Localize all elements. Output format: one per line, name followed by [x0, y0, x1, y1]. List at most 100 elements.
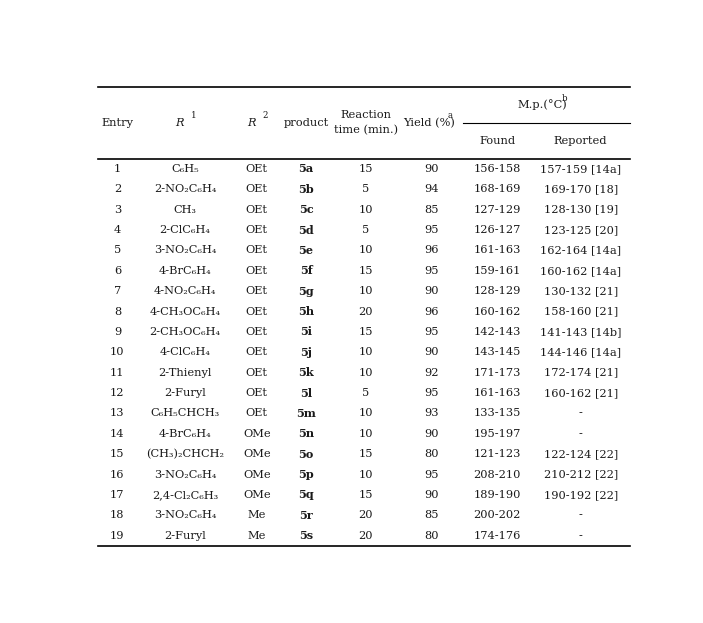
Text: Reaction: Reaction [340, 110, 392, 120]
Text: 90: 90 [424, 490, 439, 500]
Text: 5s: 5s [299, 530, 313, 541]
Text: 174-176: 174-176 [473, 531, 521, 541]
Text: 171-173: 171-173 [473, 368, 521, 378]
Text: 195-197: 195-197 [473, 429, 521, 439]
Text: 2-Furyl: 2-Furyl [165, 388, 206, 398]
Text: 15: 15 [359, 490, 373, 500]
Text: 19: 19 [110, 531, 124, 541]
Text: 5: 5 [362, 184, 370, 194]
Text: Entry: Entry [101, 118, 134, 128]
Text: 157-159 [14a]: 157-159 [14a] [540, 164, 621, 174]
Text: 96: 96 [424, 245, 439, 255]
Text: OEt: OEt [246, 164, 268, 174]
Text: 126-127: 126-127 [473, 225, 521, 235]
Text: b: b [562, 93, 567, 103]
Text: M.p.(°C): M.p.(°C) [517, 99, 567, 110]
Text: 16: 16 [110, 470, 124, 480]
Text: time (min.): time (min.) [334, 125, 398, 136]
Text: 2-NO₂C₆H₄: 2-NO₂C₆H₄ [154, 184, 217, 194]
Text: 143-145: 143-145 [473, 347, 521, 357]
Text: 161-163: 161-163 [473, 388, 521, 398]
Text: 5c: 5c [299, 204, 314, 215]
Text: OEt: OEt [246, 184, 268, 194]
Text: (CH₃)₂CHCH₂: (CH₃)₂CHCH₂ [146, 449, 224, 459]
Text: 5f: 5f [299, 265, 312, 276]
Text: 92: 92 [424, 368, 439, 378]
Text: 4-CH₃OC₆H₄: 4-CH₃OC₆H₄ [150, 307, 221, 316]
Text: 96: 96 [424, 307, 439, 316]
Text: 85: 85 [424, 510, 439, 520]
Text: 122-124 [22]: 122-124 [22] [543, 449, 618, 459]
Text: 128-129: 128-129 [473, 286, 521, 296]
Text: 133-135: 133-135 [473, 409, 521, 419]
Text: 208-210: 208-210 [473, 470, 521, 480]
Text: 5h: 5h [298, 306, 314, 317]
Text: OEt: OEt [246, 225, 268, 235]
Text: Me: Me [247, 531, 266, 541]
Text: 10: 10 [359, 470, 373, 480]
Text: OEt: OEt [246, 368, 268, 378]
Text: 4: 4 [114, 225, 121, 235]
Text: 3: 3 [114, 204, 121, 215]
Text: 10: 10 [359, 204, 373, 215]
Text: Found: Found [479, 136, 515, 146]
Text: 210-212 [22]: 210-212 [22] [543, 470, 618, 480]
Text: 5k: 5k [298, 367, 314, 378]
Text: 172-174 [21]: 172-174 [21] [543, 368, 618, 378]
Text: 95: 95 [424, 266, 439, 276]
Text: 2-ClC₆H₄: 2-ClC₆H₄ [160, 225, 210, 235]
Text: 160-162: 160-162 [473, 307, 521, 316]
Text: -: - [579, 531, 583, 541]
Text: 2-Thienyl: 2-Thienyl [158, 368, 212, 378]
Text: 4-NO₂C₆H₄: 4-NO₂C₆H₄ [154, 286, 217, 296]
Text: 5q: 5q [298, 490, 314, 500]
Text: 20: 20 [359, 531, 373, 541]
Text: 80: 80 [424, 449, 439, 459]
Text: 95: 95 [424, 327, 439, 337]
Text: 6: 6 [114, 266, 121, 276]
Text: 2: 2 [263, 110, 269, 120]
Text: 162-164 [14a]: 162-164 [14a] [540, 245, 621, 255]
Text: 200-202: 200-202 [473, 510, 521, 520]
Text: 95: 95 [424, 225, 439, 235]
Text: 13: 13 [110, 409, 124, 419]
Text: 2: 2 [114, 184, 121, 194]
Text: 5: 5 [362, 388, 370, 398]
Text: C₆H₅: C₆H₅ [171, 164, 199, 174]
Text: 10: 10 [359, 409, 373, 419]
Text: 5: 5 [114, 245, 121, 255]
Text: OEt: OEt [246, 388, 268, 398]
Text: 5b: 5b [298, 184, 314, 195]
Text: 5p: 5p [298, 469, 314, 480]
Text: CH₃: CH₃ [174, 204, 197, 215]
Text: 95: 95 [424, 388, 439, 398]
Text: Reported: Reported [554, 136, 607, 146]
Text: 2-CH₃OC₆H₄: 2-CH₃OC₆H₄ [150, 327, 221, 337]
Text: 20: 20 [359, 307, 373, 316]
Text: 90: 90 [424, 286, 439, 296]
Text: OEt: OEt [246, 204, 268, 215]
Text: 160-162 [21]: 160-162 [21] [543, 388, 618, 398]
Text: OEt: OEt [246, 347, 268, 357]
Text: 161-163: 161-163 [473, 245, 521, 255]
Text: -: - [579, 510, 583, 520]
Text: 5e: 5e [299, 245, 314, 256]
Text: 160-162 [14a]: 160-162 [14a] [540, 266, 621, 276]
Text: 9: 9 [114, 327, 121, 337]
Text: 168-169: 168-169 [473, 184, 521, 194]
Text: 5i: 5i [300, 326, 312, 338]
Text: 15: 15 [359, 266, 373, 276]
Text: OMe: OMe [243, 490, 271, 500]
Text: 142-143: 142-143 [473, 327, 521, 337]
Text: 5g: 5g [298, 286, 314, 297]
Text: OEt: OEt [246, 245, 268, 255]
Text: 144-146 [14a]: 144-146 [14a] [540, 347, 621, 357]
Text: 141-143 [14b]: 141-143 [14b] [540, 327, 621, 337]
Text: 5: 5 [362, 225, 370, 235]
Text: OEt: OEt [246, 266, 268, 276]
Text: 5l: 5l [300, 388, 312, 399]
Text: 4-ClC₆H₄: 4-ClC₆H₄ [160, 347, 210, 357]
Text: 5a: 5a [299, 163, 314, 174]
Text: 4-BrC₆H₄: 4-BrC₆H₄ [159, 266, 212, 276]
Text: 10: 10 [359, 347, 373, 357]
